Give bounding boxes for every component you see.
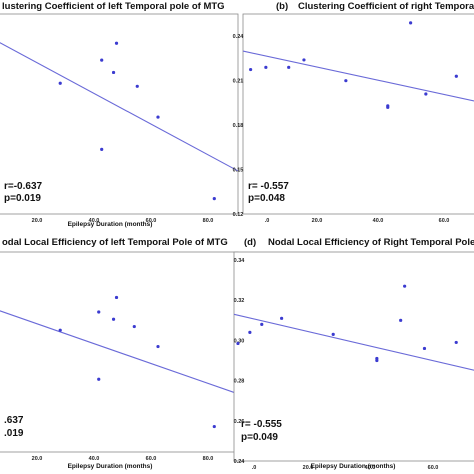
y-tick-label: 0.30: [234, 338, 245, 344]
data-point: [375, 356, 379, 361]
x-tick-label: 40.0: [89, 218, 100, 224]
x-tick-label: 20.0: [32, 218, 43, 224]
data-point: [280, 316, 284, 320]
data-point: [114, 41, 119, 45]
x-axis-label: Epilepsy Duration (months): [68, 463, 153, 470]
plot-frame: [233, 251, 474, 462]
p-value-label: p=0.049: [241, 432, 278, 443]
data-point: [302, 58, 306, 62]
regression-line: [233, 313, 474, 371]
panel-right-temporal-clustering: (b) Clustering Coefficient of right Tempo…: [233, 1, 474, 224]
data-point: [344, 79, 348, 83]
y-tick-label: 0.34: [234, 258, 246, 264]
y-tick-label: 0.24: [233, 34, 245, 40]
data-point: [58, 328, 62, 332]
data-point: [399, 318, 403, 322]
y-tick-label: 0.32: [234, 298, 245, 304]
data-point: [248, 330, 252, 334]
y-tick-label: 0.21: [233, 79, 244, 85]
x-tick-label: 60.0: [146, 218, 157, 224]
y-tick-label: 0.26: [234, 419, 245, 425]
y-tick-label: 0.28: [234, 379, 245, 385]
data-point: [100, 147, 104, 151]
panel-right-temporal-local-efficiency: (d) Nodal Local Efficiency of Right Tempo…: [233, 237, 474, 471]
data-point: [156, 344, 160, 349]
y-tick-label: 0.15: [233, 168, 244, 174]
r-value-label: .637: [4, 415, 24, 426]
data-point: [132, 324, 136, 329]
data-point: [97, 310, 101, 314]
x-tick-label: .0: [252, 465, 257, 471]
data-point: [249, 67, 253, 72]
p-value-label: .019: [4, 428, 24, 439]
y-tick-label: 0.18: [233, 123, 244, 129]
data-point: [260, 322, 264, 326]
y-tick-label: 0.12: [233, 212, 244, 218]
data-point: [386, 104, 390, 108]
data-point: [424, 92, 428, 96]
data-point: [454, 340, 458, 345]
data-point: [236, 341, 240, 346]
panel-title: Clustering Coefficient of right Temporal…: [298, 1, 474, 12]
x-tick-label: 20.0: [303, 465, 314, 471]
x-tick-label: 80.0: [203, 218, 214, 224]
x-tick-label: 40.0: [365, 465, 376, 471]
data-point: [422, 346, 427, 351]
panel-label: (d): [244, 237, 256, 248]
x-axis-label: Epilepsy Duration (months): [311, 463, 396, 470]
data-point: [403, 284, 407, 288]
data-point: [156, 115, 160, 119]
r-value-label: r= -0.557: [248, 181, 289, 192]
regression-line: [0, 310, 239, 395]
data-point: [212, 197, 216, 201]
x-tick-label: 40.0: [89, 456, 100, 462]
x-tick-label: 60.0: [146, 456, 157, 462]
data-point: [111, 70, 116, 75]
x-tick-label: 60.0: [439, 218, 450, 224]
data-point: [409, 21, 413, 25]
data-point: [287, 65, 291, 69]
panel-left-temporal-clustering: lustering Coefficient of left Temporal p…: [0, 1, 239, 228]
panel-title: odal Local Efficiency of left Temporal P…: [2, 237, 228, 248]
data-point: [454, 74, 458, 78]
data-point: [135, 84, 139, 88]
panel-title: lustering Coefficient of left Temporal p…: [2, 1, 225, 12]
regression-line: [0, 42, 239, 172]
x-tick-label: 60.0: [428, 465, 439, 471]
y-tick-label: 0.24: [234, 459, 246, 465]
x-tick-label: 20.0: [32, 456, 43, 462]
data-point: [114, 295, 119, 300]
panel-left-temporal-local-efficiency: odal Local Efficiency of left Temporal P…: [0, 237, 239, 470]
panel-label: (b): [276, 1, 288, 12]
data-point: [111, 317, 116, 321]
x-tick-label: 20.0: [312, 218, 323, 224]
data-point: [58, 81, 62, 85]
regression-line: [242, 50, 474, 102]
plot-frame: [242, 13, 474, 215]
x-tick-label: .0: [265, 218, 270, 224]
data-point: [331, 332, 335, 336]
data-point: [264, 65, 268, 69]
plot-frame: [0, 13, 239, 215]
panel-title: Nodal Local Efficiency of Right Temporal…: [268, 237, 474, 248]
p-value-label: p=0.019: [4, 193, 41, 204]
x-axis-label: Epilepsy Duration (months): [68, 221, 153, 228]
p-value-label: p=0.048: [248, 193, 285, 204]
data-point: [100, 58, 104, 62]
x-tick-label: 80.0: [203, 456, 214, 462]
r-value-label: r= -0.555: [241, 419, 282, 430]
data-point: [97, 377, 101, 381]
r-value-label: r=-0.637: [4, 181, 43, 192]
data-point: [212, 424, 216, 429]
x-tick-label: 40.0: [373, 218, 384, 224]
